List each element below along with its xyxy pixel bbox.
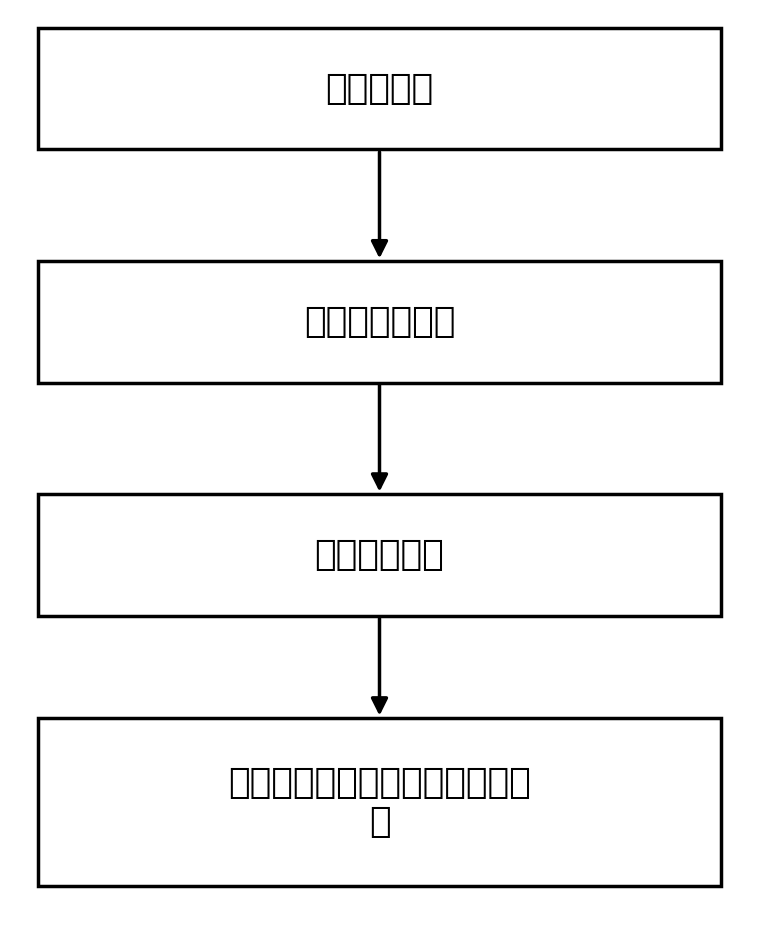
Text: 确定合平面: 确定合平面 <box>326 72 433 105</box>
Text: 确定基础牙弓: 确定基础牙弓 <box>315 538 444 572</box>
Bar <box>38 718 721 886</box>
Bar <box>38 494 721 616</box>
Bar <box>38 28 721 149</box>
Text: 调整上、下颌至理想的牙弓线形
状: 调整上、下颌至理想的牙弓线形 状 <box>228 766 531 839</box>
Text: 牙颌面特征提取: 牙颌面特征提取 <box>304 305 455 339</box>
Bar <box>38 261 721 383</box>
